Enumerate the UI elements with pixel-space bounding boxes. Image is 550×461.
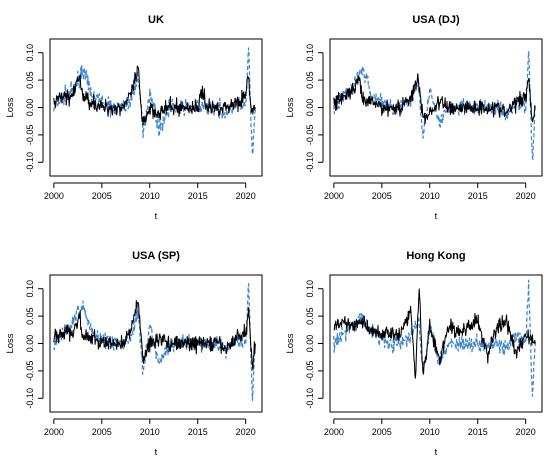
chart-usa-sp-y-axis-label: Loss bbox=[5, 333, 16, 353]
chart-usa-dj-x-tick-label: 2015 bbox=[468, 191, 488, 201]
chart-hong-kong-y-tick-label: 0.00 bbox=[305, 335, 315, 353]
chart-hong-kong-y-tick-label: -0.05 bbox=[305, 361, 315, 382]
chart-uk-title: UK bbox=[148, 14, 164, 26]
chart-usa-dj-x-axis-label: t bbox=[435, 211, 438, 222]
chart-uk-x-tick-label: 2020 bbox=[236, 191, 256, 201]
chart-uk-x-tick-label: 2010 bbox=[140, 191, 160, 201]
chart-usa-dj-y-tick-label: -0.10 bbox=[305, 152, 315, 173]
chart-usa-dj-title: USA (DJ) bbox=[412, 14, 460, 26]
chart-uk-x-tick-label: 2000 bbox=[44, 191, 64, 201]
chart-usa-sp-panel: USA (SP) 2000 2005 2010 2015 2020 t -0.10 -0.05 0… bbox=[5, 250, 263, 458]
chart-hong-kong-title: Hong Kong bbox=[406, 250, 465, 262]
chart-hong-kong-series-solid-black-line bbox=[333, 288, 536, 379]
chart-uk-series-solid-black-line bbox=[53, 65, 256, 126]
chart-usa-sp-series-solid-black-line bbox=[53, 299, 256, 371]
chart-hong-kong-x-tick-label: 2015 bbox=[468, 427, 488, 437]
chart-usa-sp-y-tick-label: 0.05 bbox=[25, 307, 35, 325]
chart-usa-sp-series-dashed-blue-line bbox=[53, 283, 256, 402]
chart-hong-kong-x-tick-label: 2010 bbox=[420, 427, 440, 437]
chart-hong-kong-y-tick-label: 0.05 bbox=[305, 307, 315, 325]
chart-usa-sp-title: USA (SP) bbox=[132, 250, 180, 262]
chart-usa-sp-x-tick-label: 2020 bbox=[236, 427, 256, 437]
chart-usa-sp-y-tick-label: 0.00 bbox=[25, 335, 35, 353]
chart-hong-kong-y-tick-label: -0.10 bbox=[305, 388, 315, 409]
chart-usa-sp-x-tick-label: 2000 bbox=[44, 427, 64, 437]
chart-uk-y-axis-label: Loss bbox=[5, 97, 16, 117]
chart-uk-y-tick-label: -0.10 bbox=[25, 152, 35, 173]
chart-usa-sp-y-tick-label: -0.05 bbox=[25, 361, 35, 382]
chart-uk-y-tick-label: -0.05 bbox=[25, 125, 35, 146]
chart-hong-kong-y-tick-label: 0.10 bbox=[305, 280, 315, 298]
chart-hong-kong-x-axis-label: t bbox=[435, 447, 438, 458]
chart-usa-sp-x-tick-label: 2010 bbox=[140, 427, 160, 437]
chart-usa-dj-x-tick-label: 2010 bbox=[420, 191, 440, 201]
chart-usa-dj-series-dashed-blue-line bbox=[333, 51, 536, 161]
chart-uk-x-tick-label: 2015 bbox=[188, 191, 208, 201]
chart-usa-dj-x-tick-label: 2000 bbox=[324, 191, 344, 201]
chart-usa-sp-x-tick-label: 2005 bbox=[92, 427, 112, 437]
chart-uk-y-tick-label: 0.05 bbox=[25, 71, 35, 89]
chart-usa-dj-series-solid-black-line bbox=[333, 73, 536, 125]
chart-usa-dj-y-tick-label: 0.05 bbox=[305, 71, 315, 89]
chart-uk-y-tick-label: 0.10 bbox=[25, 44, 35, 62]
chart-uk-x-tick-label: 2005 bbox=[92, 191, 112, 201]
chart-usa-dj-plot-frame bbox=[329, 38, 543, 177]
chart-usa-dj-y-tick-label: 0.00 bbox=[305, 99, 315, 117]
chart-hong-kong-x-tick-label: 2020 bbox=[516, 427, 536, 437]
chart-usa-dj-y-tick-label: 0.10 bbox=[305, 44, 315, 62]
chart-uk-plot-frame bbox=[49, 38, 263, 177]
chart-hong-kong-x-tick-label: 2005 bbox=[372, 427, 392, 437]
chart-usa-dj-y-tick-label: -0.05 bbox=[305, 125, 315, 146]
chart-uk-x-axis-label: t bbox=[155, 211, 158, 222]
chart-hong-kong-x-tick-label: 2000 bbox=[324, 427, 344, 437]
chart-uk-panel: UK 2000 2005 2010 2015 2020 t -0.10 -0.05 0.00 0.0… bbox=[5, 14, 263, 222]
chart-usa-dj-x-tick-label: 2005 bbox=[372, 191, 392, 201]
chart-usa-dj-x-tick-label: 2020 bbox=[516, 191, 536, 201]
chart-usa-sp-y-tick-label: -0.10 bbox=[25, 388, 35, 409]
chart-usa-sp-plot-frame bbox=[49, 274, 263, 413]
chart-usa-sp-x-axis-label: t bbox=[155, 447, 158, 458]
chart-usa-sp-y-tick-label: 0.10 bbox=[25, 280, 35, 298]
chart-hong-kong-plot-frame bbox=[329, 274, 543, 413]
chart-hong-kong-y-axis-label: Loss bbox=[285, 333, 296, 353]
chart-usa-sp-x-tick-label: 2015 bbox=[188, 427, 208, 437]
chart-usa-dj-y-axis-label: Loss bbox=[285, 97, 296, 117]
chart-usa-dj-panel: USA (DJ) 2000 2005 2010 2015 2020 t -0.10 -0.05 0… bbox=[285, 14, 543, 222]
chart-uk-y-tick-label: 0.00 bbox=[25, 99, 35, 117]
chart-hong-kong-panel: Hong Kong 2000 2005 2010 2015 2020 t -0.10 -0.05… bbox=[285, 250, 543, 458]
